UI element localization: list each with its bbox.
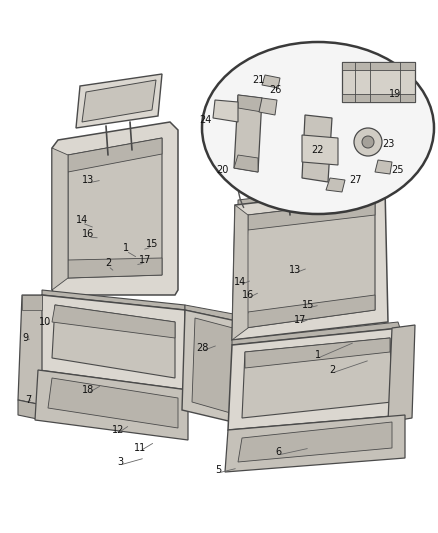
Polygon shape — [262, 75, 280, 88]
Polygon shape — [238, 95, 262, 112]
Polygon shape — [234, 95, 262, 172]
Polygon shape — [238, 182, 385, 205]
Polygon shape — [185, 305, 255, 325]
Polygon shape — [342, 62, 415, 102]
Polygon shape — [35, 370, 188, 440]
Text: 14: 14 — [234, 277, 246, 287]
Text: 13: 13 — [82, 175, 94, 185]
Polygon shape — [342, 62, 415, 70]
Polygon shape — [342, 94, 415, 102]
Text: 26: 26 — [269, 85, 281, 95]
Polygon shape — [52, 148, 68, 290]
Circle shape — [362, 136, 374, 148]
Text: 7: 7 — [25, 395, 31, 405]
Text: 15: 15 — [302, 300, 314, 310]
Polygon shape — [68, 258, 162, 278]
Polygon shape — [192, 318, 248, 418]
Polygon shape — [245, 295, 375, 328]
Polygon shape — [82, 80, 156, 122]
Text: 17: 17 — [294, 315, 306, 325]
Polygon shape — [42, 290, 185, 310]
Polygon shape — [232, 205, 248, 340]
Polygon shape — [68, 138, 162, 278]
Circle shape — [354, 128, 382, 156]
Text: 18: 18 — [82, 385, 94, 395]
Polygon shape — [375, 160, 392, 174]
Polygon shape — [264, 141, 366, 185]
Polygon shape — [213, 100, 238, 122]
Polygon shape — [68, 138, 162, 172]
Polygon shape — [76, 74, 162, 128]
Text: 23: 23 — [382, 139, 394, 149]
Polygon shape — [52, 305, 175, 378]
Text: 11: 11 — [134, 443, 146, 453]
Text: 3: 3 — [117, 457, 123, 467]
Polygon shape — [245, 338, 390, 368]
Polygon shape — [238, 422, 392, 462]
Text: 14: 14 — [76, 215, 88, 225]
Polygon shape — [52, 122, 178, 295]
Polygon shape — [326, 178, 345, 192]
Polygon shape — [48, 378, 178, 428]
Text: 21: 21 — [252, 75, 264, 85]
Polygon shape — [232, 322, 400, 345]
Text: 1: 1 — [315, 350, 321, 360]
Polygon shape — [18, 295, 42, 405]
Polygon shape — [302, 135, 338, 165]
Polygon shape — [22, 295, 42, 310]
Polygon shape — [248, 200, 375, 230]
Polygon shape — [232, 188, 388, 340]
Polygon shape — [258, 135, 372, 192]
Polygon shape — [242, 338, 392, 418]
Text: 16: 16 — [82, 229, 94, 239]
Text: 19: 19 — [389, 89, 401, 99]
Polygon shape — [52, 305, 175, 338]
Polygon shape — [182, 310, 258, 428]
Text: 28: 28 — [196, 343, 208, 353]
Text: 1: 1 — [123, 243, 129, 253]
Text: 25: 25 — [392, 165, 404, 175]
Text: 27: 27 — [349, 175, 361, 185]
Polygon shape — [302, 115, 332, 182]
Text: 2: 2 — [105, 258, 111, 268]
Text: 20: 20 — [216, 165, 228, 175]
Text: 16: 16 — [242, 290, 254, 300]
Text: 17: 17 — [139, 255, 151, 265]
Text: 24: 24 — [199, 115, 211, 125]
Text: 13: 13 — [289, 265, 301, 275]
Ellipse shape — [202, 42, 434, 214]
Text: 12: 12 — [112, 425, 124, 435]
Text: 9: 9 — [22, 333, 28, 343]
Polygon shape — [259, 98, 277, 115]
Text: 15: 15 — [146, 239, 158, 249]
Text: 2: 2 — [329, 365, 335, 375]
Text: 6: 6 — [275, 447, 281, 457]
Polygon shape — [234, 155, 258, 172]
Polygon shape — [388, 325, 415, 422]
Text: 10: 10 — [39, 317, 51, 327]
Polygon shape — [38, 295, 188, 390]
Polygon shape — [18, 400, 42, 420]
Text: 5: 5 — [215, 465, 221, 475]
Text: 22: 22 — [312, 145, 324, 155]
Polygon shape — [245, 200, 375, 328]
Polygon shape — [228, 328, 405, 430]
Polygon shape — [225, 415, 405, 472]
